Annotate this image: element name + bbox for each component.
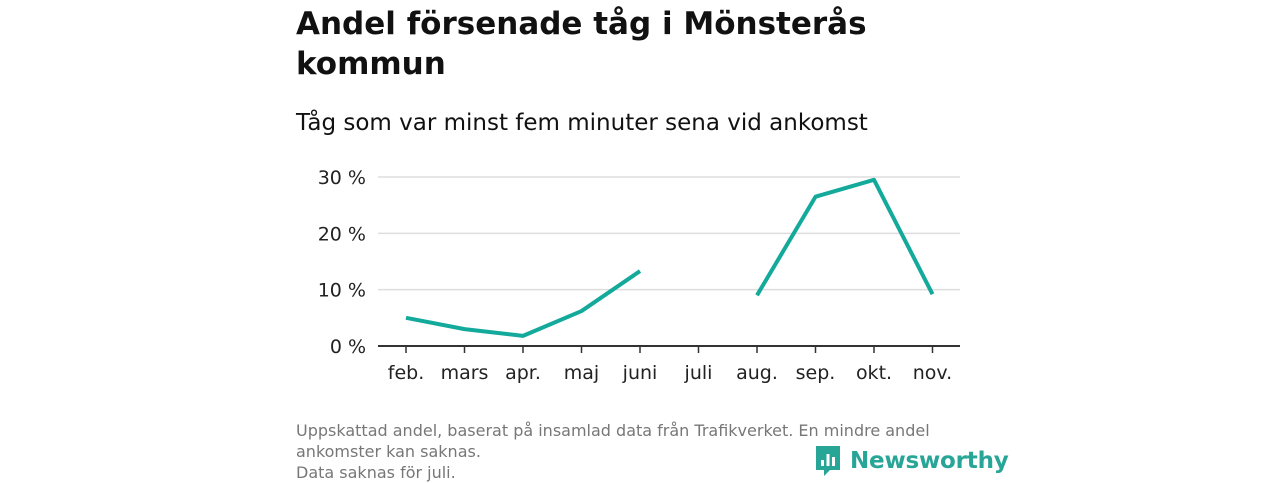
newsworthy-logo: Newsworthy bbox=[814, 444, 1009, 478]
x-tick-label: nov. bbox=[913, 362, 952, 384]
x-tick-label: okt. bbox=[856, 362, 892, 384]
chart-title: Andel försenade tåg i Mönsterås kommun bbox=[296, 6, 867, 82]
x-tick-label: sep. bbox=[796, 362, 836, 384]
series-line-segment bbox=[755, 177, 935, 297]
y-tick-label: 20 % bbox=[318, 223, 366, 245]
x-tick-label: juni bbox=[622, 362, 658, 384]
x-axis-ticks: feb. mars apr. maj juni juli aug. sep. okt. nov. bbox=[388, 346, 952, 384]
logo-text: Newsworthy bbox=[850, 448, 1009, 474]
y-axis-ticks: 0 % 10 % 20 % 30 % bbox=[318, 167, 366, 358]
x-tick-label: feb. bbox=[388, 362, 424, 384]
x-tick-label: apr. bbox=[505, 362, 541, 384]
chart-card: Andel försenade tåg i Mönsterås kommun T… bbox=[296, 0, 1009, 483]
footer-note-2: ankomster kan saknas. bbox=[296, 442, 481, 461]
y-tick-label: 30 % bbox=[318, 167, 366, 189]
line-chart: 0 % 10 % 20 % 30 % feb. mars apr. maj juni juli a… bbox=[318, 167, 960, 384]
x-tick-label: mars bbox=[441, 362, 489, 384]
x-tick-label: maj bbox=[564, 362, 599, 384]
x-tick-label: juli bbox=[684, 362, 713, 384]
series-lines bbox=[405, 177, 935, 338]
y-tick-label: 0 % bbox=[330, 336, 366, 358]
grid-lines bbox=[378, 176, 960, 347]
newsworthy-chart-icon bbox=[816, 446, 840, 476]
x-tick-label: aug. bbox=[736, 362, 778, 384]
footer-note-1: Uppskattad andel, baserat på insamlad da… bbox=[296, 421, 930, 440]
footer-note-3: Data saknas för juli. bbox=[296, 463, 456, 482]
chart-subtitle: Tåg som var minst fem minuter sena vid a… bbox=[296, 110, 868, 136]
series-line-segment bbox=[405, 269, 642, 338]
chart-footer: Uppskattad andel, baserat på insamlad da… bbox=[296, 420, 986, 483]
y-tick-label: 10 % bbox=[318, 280, 366, 302]
